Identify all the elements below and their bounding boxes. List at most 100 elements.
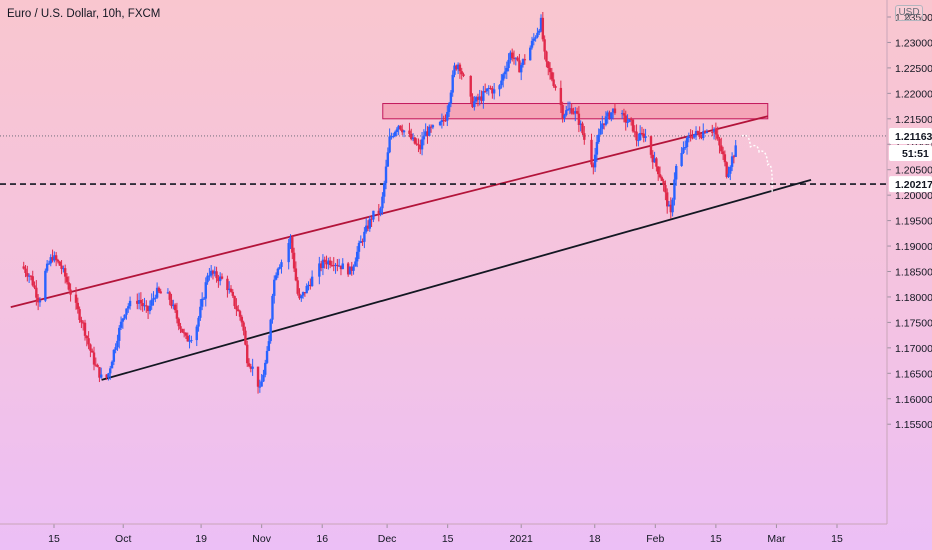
y-tick-label: 1.15500 <box>895 419 932 431</box>
candle-body <box>303 292 307 294</box>
candle-body <box>96 364 99 368</box>
candle-body <box>137 300 141 304</box>
candle-body <box>653 158 656 163</box>
x-tick-label: 15 <box>710 533 722 545</box>
candle-body <box>24 268 27 273</box>
candle-body <box>220 276 224 279</box>
candle-body <box>419 144 422 150</box>
candle-body <box>184 332 188 336</box>
countdown-tag <box>889 144 932 161</box>
candle-body <box>498 85 501 90</box>
candle-body <box>116 340 119 348</box>
candle-body <box>720 145 723 152</box>
candle-body <box>507 59 510 68</box>
candle-body <box>60 265 63 269</box>
candle-body <box>702 131 705 139</box>
candle-body <box>118 327 121 341</box>
candle-body <box>529 47 532 61</box>
candle-body <box>199 306 202 318</box>
candle-body <box>318 263 321 277</box>
candle-body <box>521 59 525 65</box>
candle-body <box>514 57 517 59</box>
candle-body <box>321 259 325 269</box>
candle-body <box>608 112 611 119</box>
candle-body <box>446 111 449 121</box>
candle-body <box>397 125 400 130</box>
candle-body <box>213 271 216 274</box>
x-tick-label: Dec <box>378 533 397 545</box>
candle-body <box>305 285 308 294</box>
candle-body <box>298 293 301 299</box>
support-trendline[interactable] <box>101 179 812 381</box>
candle-body <box>500 80 503 86</box>
candle-body <box>685 137 689 148</box>
candle-body <box>714 128 718 135</box>
candle-body <box>656 166 660 175</box>
candle-body <box>440 120 444 122</box>
candle-body <box>651 154 654 163</box>
projection-path[interactable] <box>741 134 773 193</box>
candle-body <box>172 304 175 307</box>
candle-body <box>226 278 229 291</box>
y-tick-label: 1.22000 <box>895 88 932 100</box>
candle-body <box>633 131 636 133</box>
candle-body <box>307 284 310 286</box>
candle-body <box>478 96 481 100</box>
candle-body <box>705 131 709 133</box>
candle-body <box>359 241 362 243</box>
candle-body <box>229 288 233 292</box>
candle-body <box>451 74 454 93</box>
candle-body <box>649 136 653 155</box>
candle-body <box>65 276 69 283</box>
candle-body <box>372 210 375 220</box>
candle-body <box>208 275 211 277</box>
candle-body <box>460 71 463 75</box>
candle-body <box>357 242 361 252</box>
candle-body <box>265 350 269 363</box>
candle-body <box>662 180 665 186</box>
candle-body <box>395 129 399 132</box>
candle-body <box>53 255 56 261</box>
candle-body <box>159 291 162 294</box>
candle-body <box>455 65 458 70</box>
candle-body <box>148 305 152 312</box>
candle-body <box>620 113 624 115</box>
candle-body <box>350 266 353 271</box>
x-tick-label: 16 <box>316 533 328 545</box>
candle-body <box>251 366 254 369</box>
candle-body <box>402 130 406 133</box>
candle-body <box>310 276 314 287</box>
candle-body <box>729 166 732 174</box>
candle-body <box>109 368 112 374</box>
candle-body <box>363 231 366 242</box>
candle-body <box>62 268 65 270</box>
candle-body <box>276 268 280 276</box>
currency-button[interactable]: USD <box>895 5 923 21</box>
candle-body <box>319 263 323 269</box>
candle-body <box>509 52 512 60</box>
candle-body <box>370 218 373 220</box>
candle-body <box>35 287 38 298</box>
projection-layer[interactable] <box>741 134 773 193</box>
candle-body <box>422 136 426 140</box>
candle-body <box>155 287 159 298</box>
candle-body <box>734 145 737 157</box>
candle-body <box>431 125 435 128</box>
trendlines-layer[interactable] <box>0 115 887 381</box>
candle-body <box>27 275 31 277</box>
candle-body <box>179 326 182 329</box>
candle-body <box>271 295 274 320</box>
candle-body <box>682 147 685 153</box>
candle-body <box>667 204 671 207</box>
price-tags: 1.21163 51:51 1.20217 <box>889 127 932 193</box>
candle-body <box>483 91 487 93</box>
candle-body <box>410 133 413 140</box>
candle-body <box>366 225 370 229</box>
candle-body <box>570 108 573 114</box>
candle-body <box>377 210 381 214</box>
candle-body <box>572 113 575 115</box>
resistance-trendline[interactable] <box>10 115 769 309</box>
y-tick-label: 1.20500 <box>895 165 932 177</box>
